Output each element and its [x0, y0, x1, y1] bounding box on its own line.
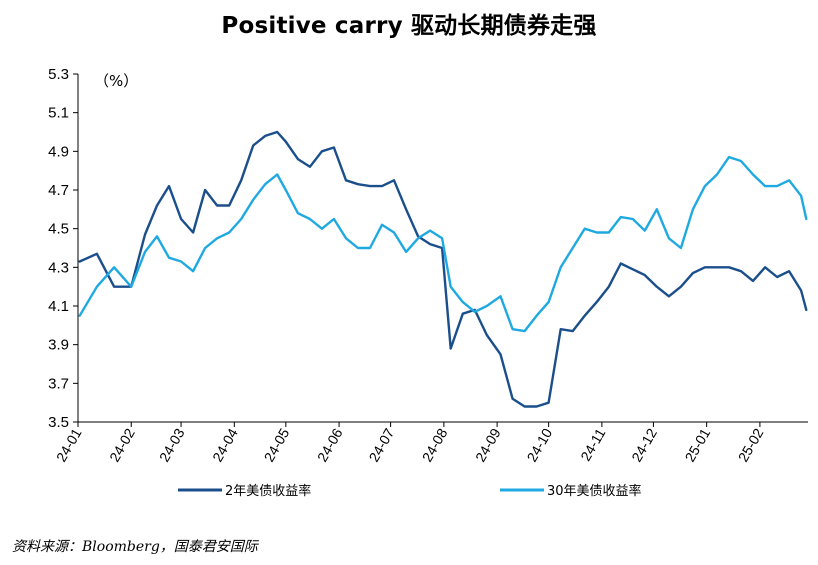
legend-item-1: 30年美债收益率 [500, 483, 642, 499]
chart-title: Positive carry 驱动长期债券走强 [221, 13, 597, 39]
x-tick-label: 24-09 [472, 425, 504, 464]
x-tick-label: 24-08 [419, 425, 451, 464]
x-tick-label: 24-07 [365, 425, 397, 464]
y-tick-label: 4.1 [48, 298, 69, 315]
x-tick-label: 24-11 [577, 425, 608, 463]
x-tick-label: 25-02 [735, 425, 767, 464]
x-tick-label: 24-02 [106, 425, 138, 464]
y-tick-label: 3.7 [48, 375, 69, 392]
y-tick-label: 4.3 [48, 259, 69, 276]
series-lines [78, 130, 808, 408]
y-tick-label: 4.7 [48, 182, 69, 199]
source-note: 资料来源：Bloomberg，国泰君安国际 [12, 539, 258, 555]
x-tick-label: 24-03 [156, 425, 188, 464]
y-tick-label: 5.3 [48, 66, 69, 83]
series-line-1 [78, 155, 808, 333]
y-tick-label: 5.1 [48, 105, 69, 122]
x-tick-label: 24-05 [261, 425, 293, 464]
y-unit-label: （%） [94, 72, 138, 90]
x-axis: 24-01 24-02 24-03 24-04 24-05 24-06 24-07 24-08… [53, 421, 808, 465]
x-tick-label: 24-01 [53, 425, 85, 464]
x-tick-label: 25-01 [681, 425, 713, 464]
legend-label: 30年美债收益率 [547, 483, 642, 499]
series-line-0 [78, 130, 808, 408]
y-axis: 3.5 3.7 3.9 4.1 4.3 4.5 4.7 4.9 5.1 5.3 [48, 66, 79, 431]
y-tick-label: 3.5 [48, 414, 69, 431]
legend-label: 2年美债收益率 [225, 483, 311, 499]
y-tick-label: 3.9 [48, 337, 69, 354]
y-tick-label: 4.5 [48, 221, 69, 238]
legend: 2年美债收益率 30年美债收益率 [178, 483, 642, 499]
x-tick-label: 24-12 [628, 425, 660, 464]
x-tick-label: 24-10 [523, 425, 555, 464]
legend-item-0: 2年美债收益率 [178, 483, 311, 499]
y-tick-label: 4.9 [48, 143, 69, 160]
x-tick-label: 24-06 [314, 425, 346, 464]
x-tick-label: 24-04 [209, 425, 241, 464]
